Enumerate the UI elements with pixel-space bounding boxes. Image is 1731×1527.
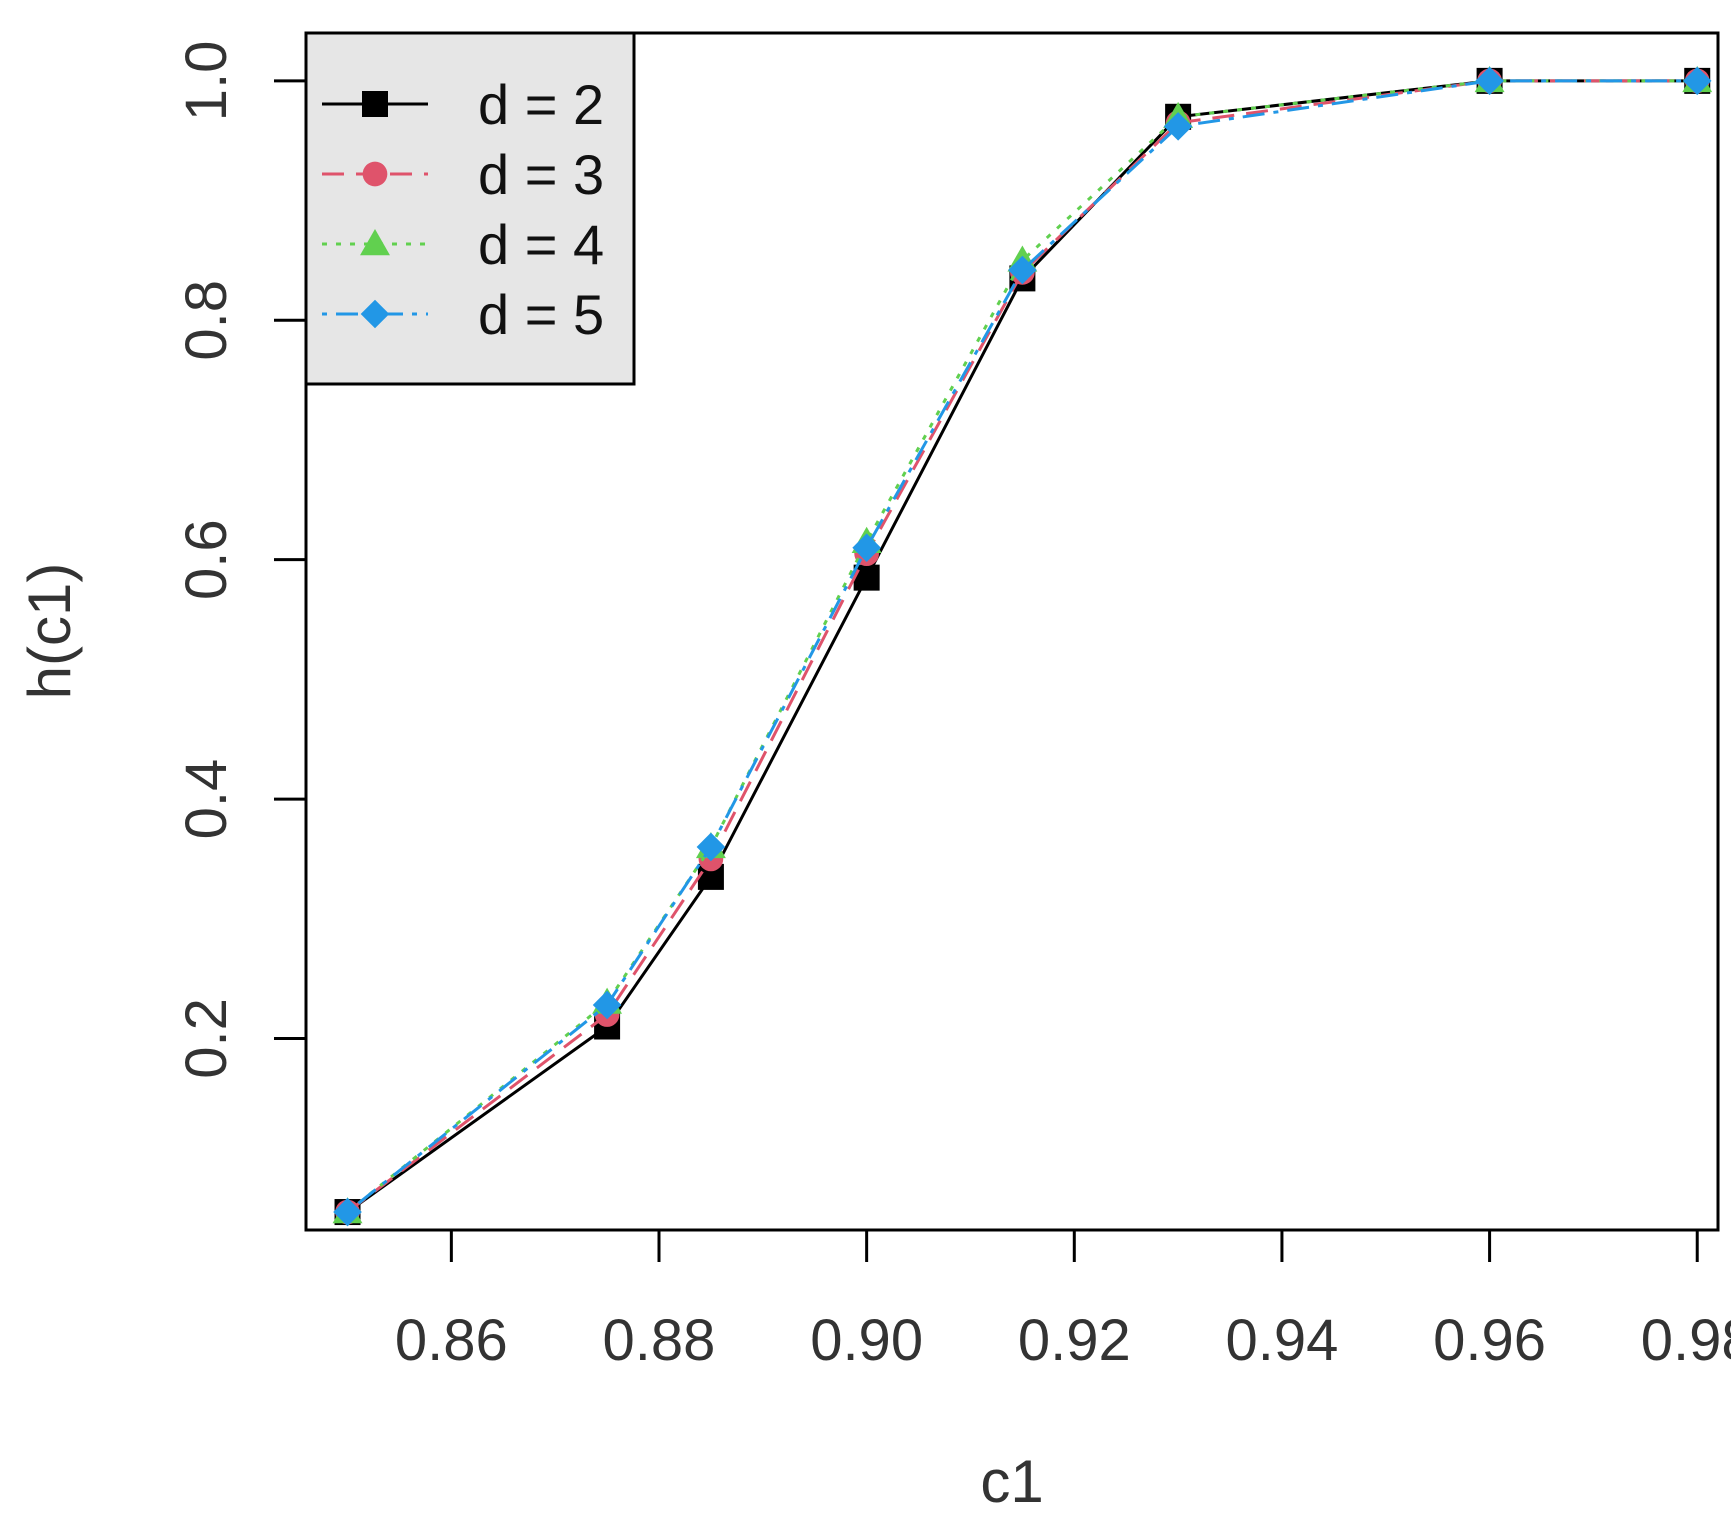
legend-marker <box>362 161 388 187</box>
legend-item: d = 3 <box>322 143 604 206</box>
y-tick-label: 0.4 <box>174 759 239 840</box>
legend-label: d = 3 <box>478 143 604 206</box>
x-axis-label: c1 <box>980 1448 1043 1515</box>
data-point <box>853 564 880 591</box>
y-axis: 0.2 0.4 0.6 0.8 1.0 <box>174 41 306 1079</box>
x-tick-label: 0.92 <box>1018 1308 1131 1373</box>
x-tick-label: 0.96 <box>1433 1308 1546 1373</box>
series-line <box>346 79 1698 1214</box>
data-point <box>696 832 726 862</box>
legend-item: d = 2 <box>322 73 604 136</box>
legend: d = 2 d = 3 d = 4 d = 5 <box>304 31 636 386</box>
data-point <box>1682 66 1712 96</box>
series-line <box>346 79 1698 1214</box>
legend-marker <box>360 299 390 329</box>
legend-label: d = 5 <box>478 283 604 346</box>
legend-label: d = 2 <box>478 73 604 136</box>
y-tick-label: 1.0 <box>174 41 239 122</box>
series-layer <box>332 65 1713 1227</box>
x-tick-label: 0.98 <box>1641 1308 1731 1373</box>
data-point <box>1475 66 1504 96</box>
x-axis: 0.86 0.88 0.90 0.92 0.94 0.96 0.98 <box>395 1230 1731 1373</box>
data-point <box>333 1197 362 1227</box>
x-tick-label: 0.86 <box>395 1308 508 1373</box>
y-tick-label: 0.2 <box>174 998 239 1079</box>
x-tick-label: 0.90 <box>810 1308 923 1373</box>
y-tick-label: 0.8 <box>174 280 239 361</box>
legend-label: d = 4 <box>478 213 604 276</box>
legend-item: d = 4 <box>322 213 604 276</box>
legend-marker <box>362 91 388 117</box>
series-line <box>346 79 1698 1214</box>
series-5 <box>333 66 1712 1227</box>
data-point <box>1008 255 1037 285</box>
legend-item: d = 5 <box>322 283 604 346</box>
x-tick-label: 0.94 <box>1225 1308 1338 1373</box>
y-axis-label: h(c1) <box>16 563 83 700</box>
plot-frame <box>304 31 1720 1232</box>
legend-marker <box>360 229 390 256</box>
x-tick-label: 0.88 <box>603 1308 716 1373</box>
series-line <box>346 79 1698 1214</box>
data-point <box>592 990 622 1020</box>
y-tick-label: 0.6 <box>174 519 239 600</box>
data-point <box>852 533 881 563</box>
data-point <box>1163 112 1193 141</box>
legend-box <box>304 31 636 386</box>
